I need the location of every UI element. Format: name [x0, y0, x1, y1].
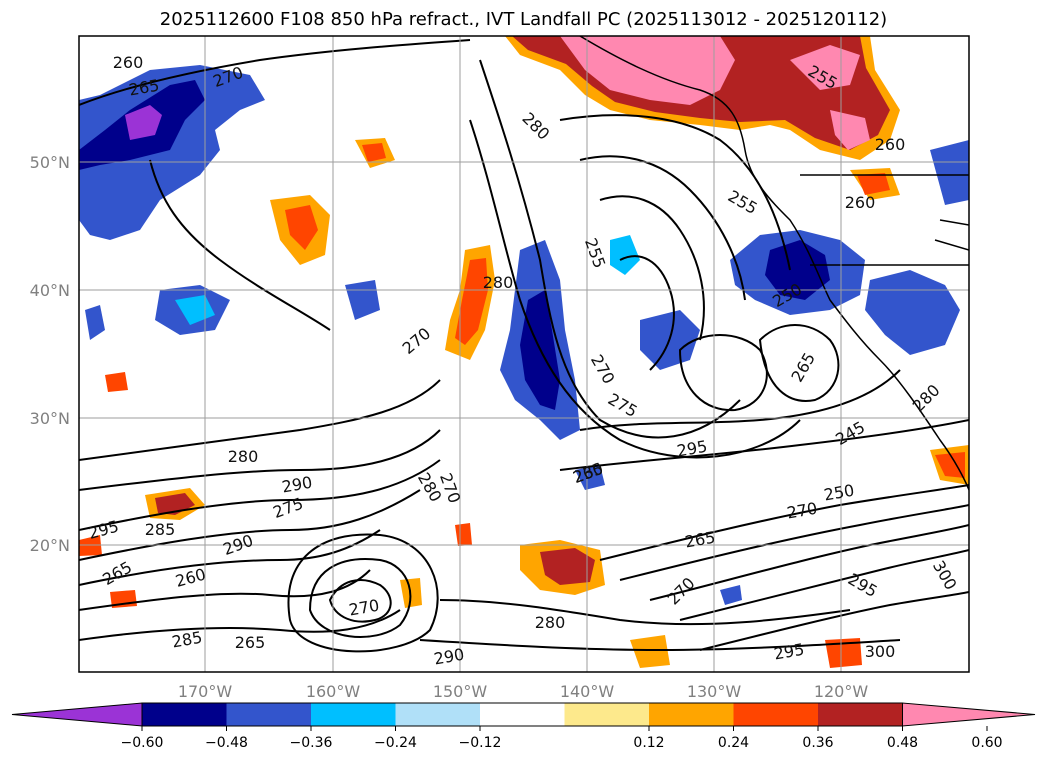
- contour-label: 280: [483, 273, 514, 292]
- colorbar-tick-label: −0.60: [121, 735, 164, 751]
- colorbar-extend-right: [902, 702, 1036, 727]
- colorbar-segment: [818, 703, 903, 726]
- colorbar-tick-label: −0.36: [290, 735, 333, 751]
- colorbar-segment: [142, 703, 227, 726]
- longitude-label: 150°W: [433, 682, 488, 701]
- colorbar: −0.60 −0.48 −0.36 −0.24 −0.12 0.12 0.24 0.36 0.4…: [11, 702, 1036, 751]
- contour-label: 260: [875, 135, 906, 154]
- contour-label: 260: [113, 53, 144, 72]
- latitude-label: 30°N: [30, 409, 70, 428]
- colorbar-tick-label: 0.24: [718, 735, 749, 751]
- longitude-label: 130°W: [687, 682, 742, 701]
- colorbar-segment: [480, 703, 565, 726]
- latitude-label: 50°N: [30, 153, 70, 172]
- colorbar-extend-left: [11, 702, 143, 727]
- map-frame: [78, 35, 970, 673]
- colorbar-segment: [395, 703, 480, 726]
- contour-label: 285: [145, 520, 176, 539]
- shade-negative-northwest: [79, 65, 265, 240]
- colorbar-segment: [226, 703, 311, 726]
- longitude-label: 170°W: [178, 682, 233, 701]
- colorbar-tick-label: 0.60: [971, 735, 1002, 751]
- contour-lines: [79, 39, 969, 653]
- latitude-label: 20°N: [30, 536, 70, 555]
- colorbar-segment: [649, 703, 734, 726]
- contour-label: 260: [845, 193, 876, 212]
- colorbar-tick-label: 0.36: [802, 735, 833, 751]
- contour-label: 280: [535, 613, 566, 632]
- longitude-label: 120°W: [814, 682, 869, 701]
- map-title: 2025112600 F108 850 hPa refract., IVT La…: [159, 9, 888, 30]
- colorbar-tick-label: −0.48: [205, 735, 248, 751]
- contour-label: 280: [228, 447, 259, 466]
- colorbar-tick-label: 0.12: [633, 735, 664, 751]
- gridlines: [79, 36, 969, 672]
- coastlines: [579, 36, 969, 491]
- colorbar-tick-label: −0.12: [459, 735, 502, 751]
- colorbar-frame: [141, 702, 903, 727]
- longitude-label: 140°W: [560, 682, 615, 701]
- contour-label: 300: [865, 642, 896, 661]
- colorbar-segment: [564, 703, 649, 726]
- colorbar-tick-label: −0.24: [374, 735, 417, 751]
- longitude-label: 160°W: [306, 682, 361, 701]
- colorbar-tick-label: 0.48: [887, 735, 918, 751]
- longitude-labels: 170°W 160°W 150°W 140°W 130°W 120°W: [178, 682, 869, 701]
- latitude-label: 40°N: [30, 281, 70, 300]
- colorbar-segment: [311, 703, 396, 726]
- latitude-labels: 50°N 40°N 30°N 20°N: [30, 153, 70, 555]
- colorbar-segment: [733, 703, 818, 726]
- contour-label: 265: [235, 633, 266, 652]
